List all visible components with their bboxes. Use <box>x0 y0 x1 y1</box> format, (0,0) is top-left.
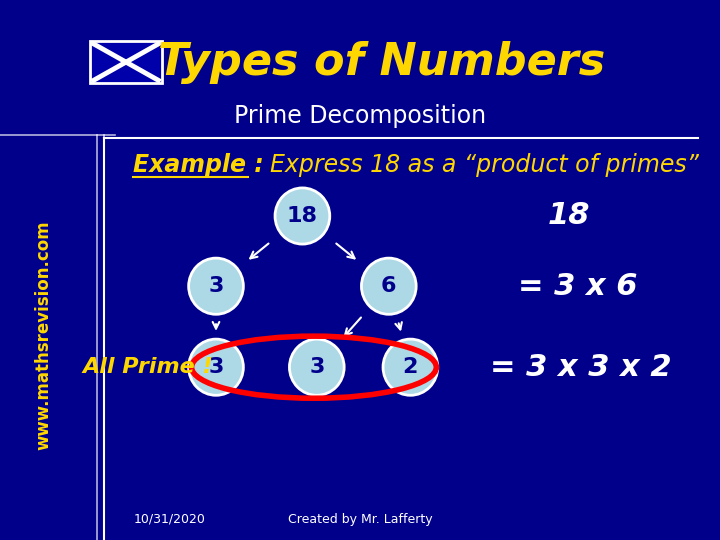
Text: Created by Mr. Lafferty: Created by Mr. Lafferty <box>288 513 432 526</box>
Text: 3: 3 <box>309 357 325 377</box>
Text: = 3 x 3 x 2: = 3 x 3 x 2 <box>490 353 671 382</box>
Ellipse shape <box>189 339 243 395</box>
Ellipse shape <box>361 258 416 314</box>
Ellipse shape <box>289 339 344 395</box>
Ellipse shape <box>189 258 243 314</box>
Ellipse shape <box>275 188 330 244</box>
Text: 18: 18 <box>547 201 590 231</box>
Ellipse shape <box>383 339 438 395</box>
Text: Example :: Example : <box>133 153 264 177</box>
Text: All Prime !: All Prime ! <box>82 357 213 377</box>
Text: 6: 6 <box>381 276 397 296</box>
Text: 2: 2 <box>402 357 418 377</box>
Text: = 3 x 6: = 3 x 6 <box>518 272 638 301</box>
Text: www.mathsrevision.com: www.mathsrevision.com <box>34 220 53 450</box>
Text: Types of Numbers: Types of Numbers <box>158 40 606 84</box>
Text: Prime Decomposition: Prime Decomposition <box>234 104 486 128</box>
Text: 10/31/2020: 10/31/2020 <box>133 513 205 526</box>
Text: 3: 3 <box>208 276 224 296</box>
FancyBboxPatch shape <box>90 41 162 83</box>
Text: 18: 18 <box>287 206 318 226</box>
Text: 3: 3 <box>208 357 224 377</box>
Text: Express 18 as a “product of primes”: Express 18 as a “product of primes” <box>270 153 699 177</box>
